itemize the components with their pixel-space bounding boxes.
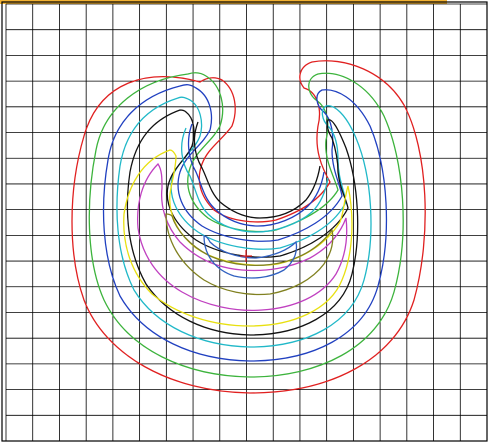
magenta-isodose-line (136, 162, 348, 312)
black-isodose-line (126, 109, 359, 336)
blue-isodose-line (102, 84, 388, 362)
olive-isodose-line (165, 213, 334, 296)
isocenter-crosshair-icon (240, 250, 252, 262)
inner-cyan-band (180, 127, 329, 233)
red-isodose-line (71, 60, 426, 394)
grid-lines (5, 3, 488, 442)
inner-black-band (193, 121, 321, 219)
steelblue-isodose-line (203, 235, 298, 279)
yellow-isodose-line (123, 149, 353, 327)
cyan-isodose-line (116, 96, 372, 348)
green-isodose-line (88, 72, 404, 378)
inner-blue-band (187, 123, 325, 227)
isodose-contours (71, 60, 426, 394)
